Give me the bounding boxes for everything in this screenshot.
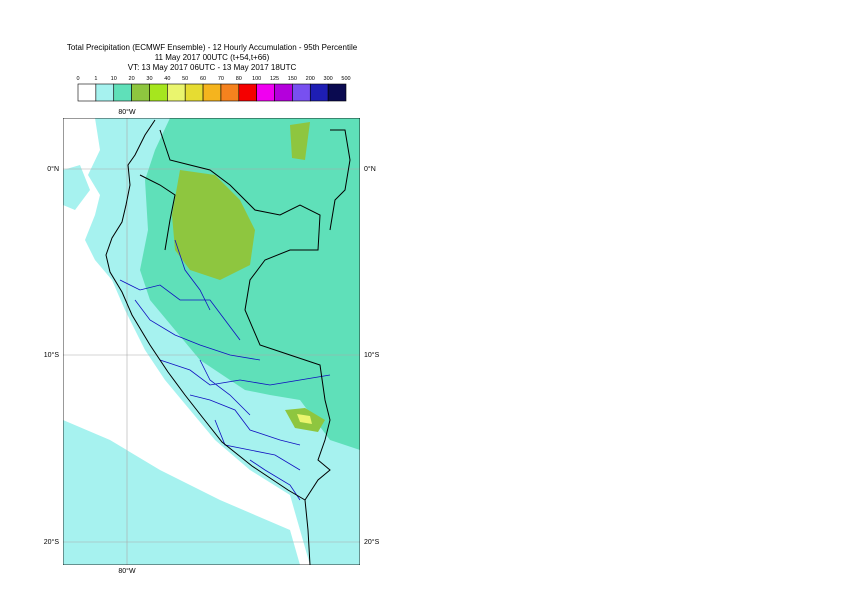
colorbar-label: 125 (270, 76, 279, 82)
precip-light-ocean (63, 165, 90, 210)
colorbar-label: 200 (306, 76, 315, 82)
colorbar: 0 1 10 20 30 40 50 60 70 80 100 125 150 200 300 500 (76, 76, 351, 102)
lat-label: 10°S (44, 351, 60, 359)
colorbar-label: 70 (218, 76, 224, 82)
lat-label: 0°N (47, 165, 59, 173)
colorbar-swatch (309, 83, 329, 102)
colorbar-swatch (149, 83, 168, 102)
province-borders (119, 239, 331, 501)
run-time: 11 May 2017 00UTC (t+54,t+66) (155, 53, 270, 62)
map (63, 118, 360, 565)
colorbar-label: 100 (252, 76, 261, 82)
colorbar-swatch (256, 83, 275, 102)
colorbar-label: 500 (341, 76, 350, 82)
colorbar-label: 150 (288, 76, 297, 82)
colorbar-swatch (292, 83, 311, 102)
precip-light-ocean (63, 420, 300, 565)
colorbar-swatch (202, 83, 222, 102)
colorbar-label: 1 (94, 76, 97, 82)
lat-label: 10°S (364, 351, 380, 359)
lat-label: 0°N (364, 165, 376, 173)
colorbar-label: 60 (200, 76, 206, 82)
colorbar-swatch (77, 83, 97, 102)
colorbar-label: 10 (111, 76, 117, 82)
colorbar-swatch (274, 83, 293, 102)
lon-label: 80°W (118, 108, 136, 116)
colorbar-label: 300 (324, 76, 333, 82)
colorbar-swatch (238, 83, 257, 102)
colorbar-swatch (167, 83, 186, 102)
colorbar-swatch (131, 83, 150, 102)
lon-label: 80°W (118, 567, 136, 575)
colorbar-label: 40 (164, 76, 170, 82)
colorbar-swatch (327, 83, 347, 102)
precip-heavy-core (297, 414, 312, 424)
colorbar-swatch (220, 83, 240, 102)
coast-and-borders (105, 119, 351, 565)
title: Total Precipitation (ECMWF Ensemble) - 1… (67, 43, 358, 52)
precip-heavy (290, 122, 310, 160)
colorbar-swatch (113, 83, 132, 102)
colorbar-swatch (184, 83, 204, 102)
colorbar-label: 30 (146, 76, 152, 82)
colorbar-label: 80 (236, 76, 242, 82)
colorbar-swatch (95, 83, 115, 102)
lat-label: 20°S (44, 538, 60, 546)
colorbar-label: 20 (129, 76, 135, 82)
precip-heavy (172, 170, 255, 280)
colorbar-label: 0 (76, 76, 79, 82)
colorbar-label: 50 (182, 76, 188, 82)
lat-label: 20°S (364, 538, 380, 546)
valid-time: VT: 13 May 2017 06UTC - 13 May 2017 18UT… (128, 63, 297, 72)
